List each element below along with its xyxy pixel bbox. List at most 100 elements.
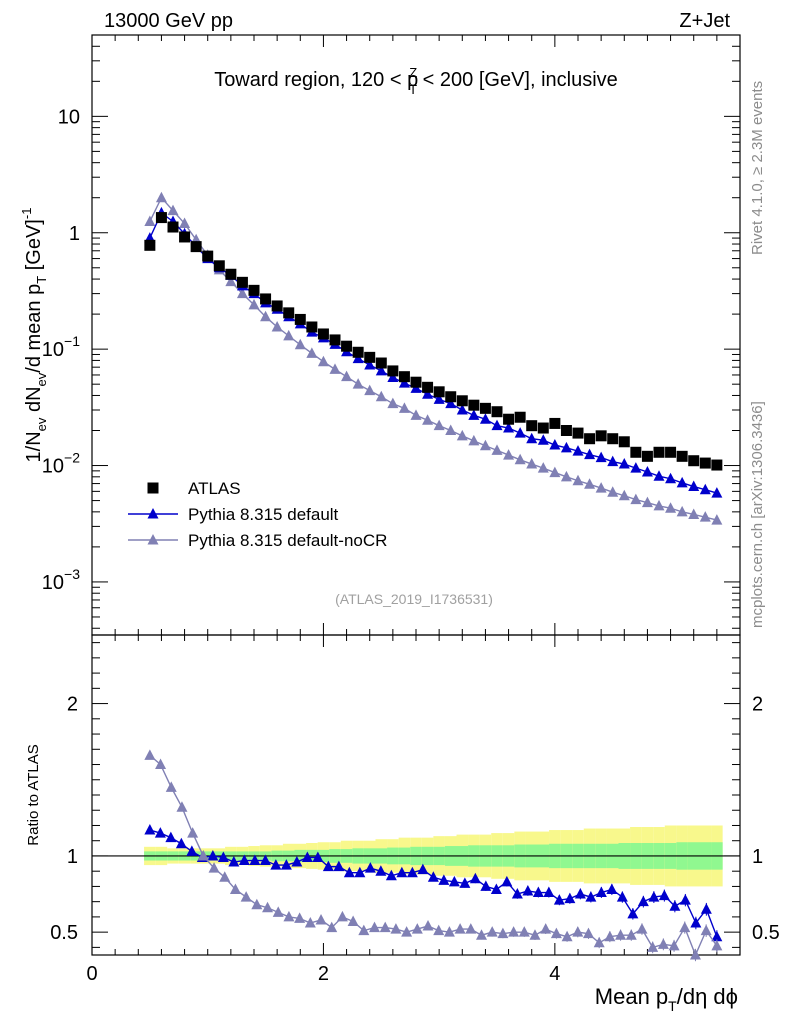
data-point: [479, 413, 491, 424]
data-point: [560, 425, 572, 437]
ratio-point: [604, 930, 616, 942]
data-point: [375, 364, 387, 376]
data-point: [375, 357, 387, 369]
data-point: [352, 346, 364, 358]
ratio-point: [417, 863, 429, 875]
ratio-point: [511, 888, 523, 899]
data-point: [179, 231, 191, 243]
mcplots-label: mcplots.cern.ch [arXiv:1306.3436]: [749, 401, 766, 628]
data-point: [549, 466, 561, 478]
data-point: [503, 422, 515, 433]
data-point: [155, 212, 167, 224]
ratio-point: [207, 849, 219, 861]
data-point: [329, 334, 341, 346]
x-tick-label: 4: [549, 963, 560, 985]
data-point: [584, 478, 596, 489]
ratio-point: [543, 886, 555, 898]
ratio-point: [396, 866, 408, 878]
ratio-point: [343, 866, 355, 878]
data-point: [341, 340, 353, 352]
data-point: [422, 381, 434, 393]
ratio-point: [270, 859, 282, 870]
data-point: [607, 486, 619, 497]
ratio-point: [593, 936, 605, 948]
ratio-point: [375, 865, 387, 876]
ratio-point: [690, 917, 702, 928]
ratio-point: [422, 920, 434, 931]
ratio-point: [336, 910, 348, 922]
data-point: [491, 419, 503, 431]
ratio-point: [668, 939, 680, 951]
ratio-series-group: [144, 749, 723, 962]
data-point: [410, 409, 422, 420]
ratio-point: [155, 758, 167, 770]
data-point: [387, 371, 399, 383]
ratio-y-tick-label-right: 1: [752, 846, 763, 868]
ratio-point: [438, 874, 450, 885]
ratio-series-pythia-8-315-default: [144, 824, 723, 944]
data-point: [271, 300, 283, 312]
data-point: [213, 260, 225, 272]
data-point: [514, 453, 526, 465]
ratio-point: [561, 930, 573, 942]
y-tick-label: 10−1: [42, 333, 80, 361]
ratio-point: [208, 862, 220, 873]
rivet-version-label: Rivet 4.1.0, ≥ 2.3M events: [749, 81, 766, 255]
data-point: [306, 321, 318, 333]
ratio-point: [648, 891, 660, 902]
data-point: [468, 409, 480, 420]
ratio-point: [406, 866, 418, 878]
data-point: [537, 462, 549, 473]
legend: ATLAS Pythia 8.315 default Pythia 8.315 de…: [128, 479, 387, 550]
data-point: [225, 275, 237, 287]
data-point: [699, 511, 711, 522]
data-point: [595, 430, 607, 442]
data-point: [676, 450, 688, 462]
ratio-series-pythia-8-315-default-nocr: [144, 749, 723, 962]
data-point: [468, 399, 480, 411]
data-point: [387, 365, 399, 377]
ratio-y-tick-label: 0.5: [50, 922, 78, 944]
ratio-point: [165, 831, 177, 843]
ratio-point: [700, 903, 712, 914]
ratio-point: [465, 923, 477, 934]
ratio-point: [358, 924, 370, 936]
ratio-point: [154, 827, 166, 838]
data-point: [688, 455, 700, 467]
data-point: [676, 476, 688, 488]
ratio-point: [553, 894, 565, 905]
data-point: [352, 352, 364, 364]
data-point: [526, 420, 538, 432]
data-point: [560, 441, 572, 453]
ratio-point: [379, 921, 391, 933]
data-point: [665, 446, 677, 458]
data-point: [294, 313, 306, 325]
ratio-point: [711, 930, 723, 942]
ratio-point: [658, 889, 670, 901]
ratio-point: [532, 886, 544, 898]
data-point: [607, 455, 619, 467]
data-point: [688, 480, 700, 492]
data-point: [410, 376, 422, 388]
ratio-point: [574, 888, 586, 899]
data-point: [144, 239, 156, 251]
data-point: [387, 397, 399, 409]
y-tick-label: 10: [58, 106, 80, 128]
data-point: [549, 439, 561, 450]
ratio-point: [433, 924, 445, 936]
data-point: [155, 191, 167, 203]
ratio-point: [497, 927, 509, 939]
y-tick-label: 10−2: [42, 450, 80, 478]
plot-title: Toward region, 120 < pZ T < 200 [GeV], in…: [214, 65, 618, 97]
ratio-point: [272, 906, 284, 917]
data-point: [260, 310, 272, 322]
ratio-y-tick-label-right: 0.5: [752, 922, 780, 944]
ratio-point: [312, 851, 324, 862]
data-point: [364, 384, 376, 396]
data-point: [248, 284, 260, 296]
data-point: [653, 470, 665, 481]
data-point: [294, 338, 306, 350]
data-point: [144, 215, 156, 226]
ratio-point: [480, 880, 492, 891]
data-point: [456, 429, 468, 441]
